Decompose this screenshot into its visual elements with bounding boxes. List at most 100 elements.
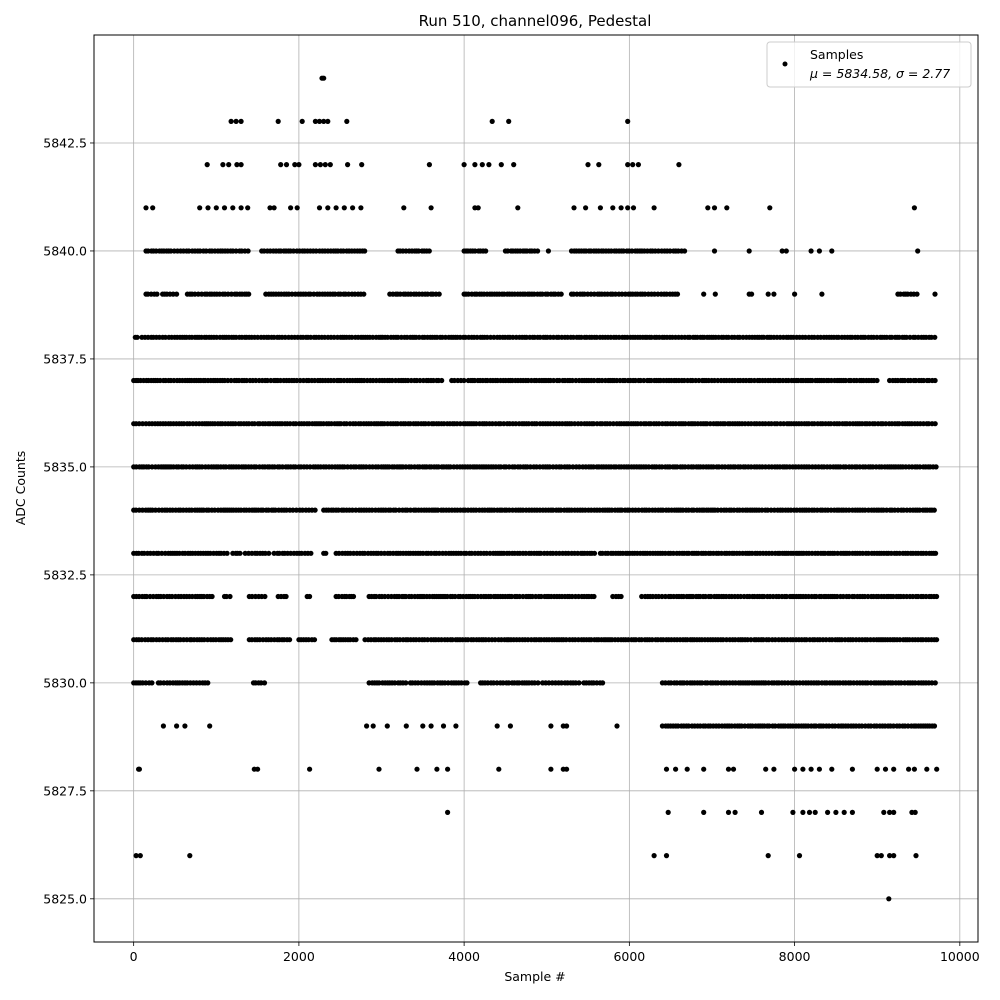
data-point bbox=[359, 162, 365, 168]
data-point bbox=[564, 723, 570, 729]
data-point bbox=[187, 853, 193, 859]
data-point bbox=[806, 809, 813, 816]
data-point bbox=[287, 637, 293, 643]
data-point bbox=[294, 205, 300, 211]
data-point bbox=[266, 550, 272, 556]
data-point bbox=[874, 853, 880, 859]
data-point bbox=[316, 205, 323, 211]
data-point bbox=[255, 766, 261, 772]
data-point bbox=[479, 162, 485, 168]
data-point bbox=[548, 766, 554, 772]
data-point bbox=[283, 593, 289, 600]
data-point bbox=[932, 291, 938, 297]
data-point bbox=[576, 680, 582, 686]
data-point bbox=[426, 248, 432, 254]
data-point bbox=[307, 766, 313, 772]
data-point bbox=[800, 766, 806, 772]
data-point bbox=[705, 205, 711, 211]
data-point bbox=[891, 809, 897, 816]
data-point bbox=[596, 162, 602, 168]
data-point bbox=[771, 291, 777, 297]
data-point bbox=[401, 205, 407, 211]
data-point bbox=[325, 118, 331, 124]
data-point bbox=[597, 205, 604, 211]
data-point bbox=[914, 291, 920, 297]
data-point bbox=[149, 680, 155, 686]
legend-marker bbox=[782, 61, 788, 67]
data-point bbox=[730, 766, 737, 772]
data-point bbox=[610, 205, 616, 211]
data-point bbox=[635, 162, 642, 168]
data-point bbox=[816, 248, 823, 254]
data-point bbox=[651, 205, 657, 211]
data-point bbox=[676, 162, 682, 168]
data-point bbox=[464, 680, 470, 686]
data-point bbox=[426, 162, 432, 168]
data-point bbox=[283, 162, 290, 168]
data-point bbox=[931, 507, 937, 513]
data-point bbox=[724, 205, 730, 211]
data-point bbox=[674, 291, 681, 297]
data-point bbox=[370, 723, 376, 729]
data-point bbox=[819, 291, 825, 297]
x-axis-ticks: 0 2000 4000 6000 8000 10000 bbox=[130, 942, 980, 964]
data-point bbox=[684, 766, 690, 772]
plot-frame bbox=[93, 34, 979, 943]
data-point bbox=[732, 809, 738, 816]
data-point bbox=[887, 809, 893, 816]
legend-stats-label: μ = 5834.58, σ = 2.77 bbox=[809, 66, 950, 81]
data-point bbox=[887, 853, 893, 859]
data-point bbox=[933, 550, 939, 556]
data-point bbox=[434, 766, 440, 772]
data-point bbox=[912, 809, 918, 816]
data-point bbox=[228, 637, 234, 643]
data-point bbox=[496, 766, 502, 772]
data-point bbox=[403, 680, 409, 686]
data-point bbox=[358, 205, 364, 211]
data-point bbox=[796, 853, 803, 859]
data-point bbox=[327, 162, 333, 168]
data-point bbox=[878, 853, 884, 859]
data-point bbox=[701, 291, 707, 297]
data-point bbox=[436, 291, 442, 297]
data-point bbox=[711, 205, 718, 211]
data-point bbox=[535, 680, 541, 686]
legend-series-name: Samples bbox=[810, 47, 863, 62]
data-point bbox=[483, 248, 489, 254]
data-point bbox=[618, 593, 624, 600]
data-point bbox=[749, 291, 755, 297]
y-axis-ticks: 5825.0 5827.5 5830.0 5832.5 5835.0 5837.5 5840… bbox=[43, 135, 94, 906]
data-point bbox=[558, 291, 564, 297]
data-point bbox=[841, 809, 847, 816]
data-point bbox=[323, 550, 329, 556]
data-point bbox=[763, 766, 769, 772]
data-point bbox=[725, 766, 732, 772]
data-point bbox=[403, 723, 409, 729]
data-point bbox=[833, 809, 839, 816]
data-point bbox=[307, 593, 313, 600]
data-point bbox=[758, 809, 765, 816]
y-tick-label: 5825.0 bbox=[43, 891, 87, 906]
data-point bbox=[585, 162, 591, 168]
data-point bbox=[625, 118, 631, 124]
y-tick-label: 5827.5 bbox=[43, 783, 87, 798]
data-point bbox=[701, 766, 707, 772]
data-point bbox=[143, 205, 149, 211]
data-point bbox=[278, 162, 284, 168]
data-point bbox=[618, 205, 624, 211]
data-point bbox=[829, 248, 835, 254]
plot-area bbox=[94, 35, 978, 942]
data-point bbox=[494, 723, 500, 729]
data-point bbox=[288, 205, 294, 211]
data-point bbox=[911, 205, 918, 211]
data-point bbox=[321, 118, 327, 124]
data-point bbox=[486, 162, 492, 168]
y-tick-label: 5837.5 bbox=[43, 351, 87, 366]
data-point bbox=[906, 766, 912, 772]
data-point bbox=[321, 75, 327, 81]
y-tick-label: 5832.5 bbox=[43, 567, 87, 582]
data-point bbox=[663, 766, 670, 772]
data-point bbox=[207, 723, 213, 729]
data-point bbox=[767, 205, 773, 211]
data-point bbox=[267, 205, 273, 211]
